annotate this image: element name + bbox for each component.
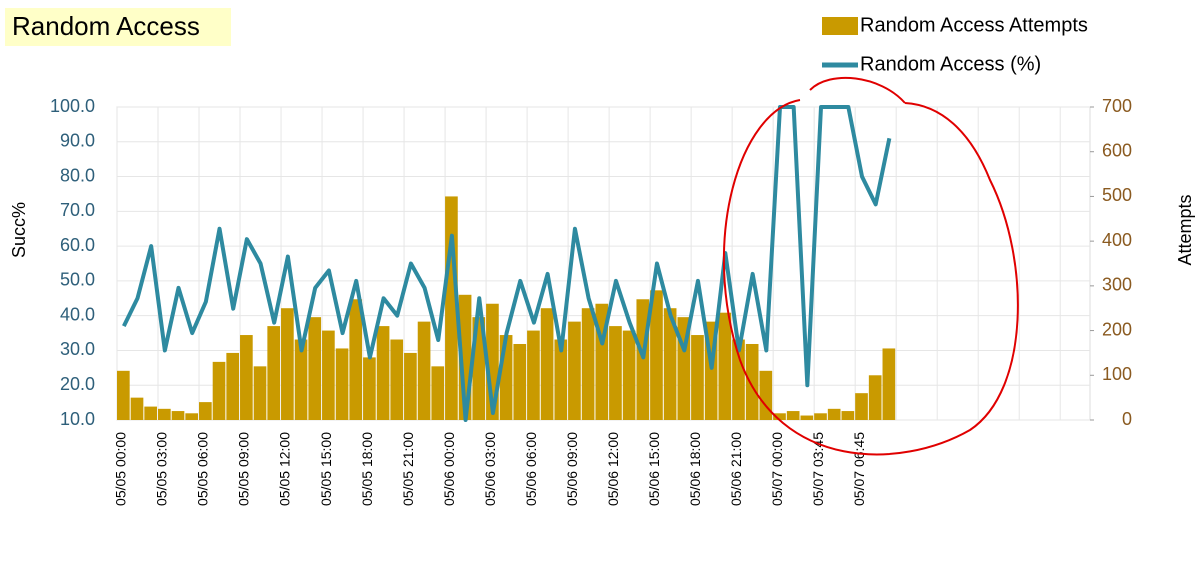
bar <box>814 413 827 420</box>
y-tick-label: 80.0 <box>60 165 95 185</box>
bar <box>663 308 677 420</box>
x-tick-label: 05/05 00:00 <box>113 432 129 506</box>
bar <box>609 326 622 420</box>
bar <box>171 411 185 420</box>
bar <box>253 366 267 420</box>
x-tick-label: 05/06 03:00 <box>482 432 498 506</box>
bar <box>267 326 281 420</box>
bar <box>786 411 800 420</box>
bar <box>732 339 745 420</box>
bar <box>841 411 855 420</box>
bar <box>513 343 527 420</box>
bar <box>431 366 445 420</box>
bar <box>773 413 786 420</box>
bar <box>199 402 212 420</box>
chart-title: Random Access <box>12 11 200 41</box>
bar <box>855 393 868 420</box>
x-tick-label: 05/06 00:00 <box>441 432 457 506</box>
x-tick-label: 05/06 18:00 <box>687 432 703 506</box>
x-tick-label: 05/05 12:00 <box>277 432 293 506</box>
bar <box>800 415 814 420</box>
bar <box>212 361 226 420</box>
x-tick-label: 05/06 09:00 <box>564 432 580 506</box>
y2-tick-label: 600 <box>1102 140 1132 160</box>
bar <box>226 352 240 420</box>
x-tick-label: 05/05 21:00 <box>400 432 416 506</box>
bar <box>390 339 404 420</box>
annotation-circle <box>722 77 1019 456</box>
legend-label: Random Access (%) <box>860 53 1041 75</box>
y2-axis-title: Attempts <box>1175 194 1195 265</box>
y-tick-label: 30.0 <box>60 339 95 359</box>
y2-tick-label: 200 <box>1102 319 1132 339</box>
x-tick-label: 05/05 15:00 <box>318 432 334 506</box>
bar <box>540 308 554 420</box>
bar <box>144 406 158 420</box>
bar <box>568 321 581 420</box>
y2-tick-label: 500 <box>1102 185 1132 205</box>
bar <box>117 370 130 420</box>
bar <box>240 335 253 420</box>
x-tick-label: 05/06 12:00 <box>605 432 621 506</box>
y2-tick-label: 400 <box>1102 230 1132 250</box>
bar <box>322 330 335 420</box>
bar <box>622 330 636 420</box>
bar <box>691 335 704 420</box>
title-bg <box>5 8 231 46</box>
bar <box>335 348 349 420</box>
bar <box>827 408 841 420</box>
bar <box>417 321 431 420</box>
y2-tick-label: 700 <box>1102 96 1132 116</box>
x-tick-label: 05/07 00:00 <box>769 432 785 506</box>
bar <box>868 375 882 420</box>
bar <box>404 352 417 420</box>
bar <box>363 357 376 420</box>
x-tick-label: 05/06 15:00 <box>646 432 662 506</box>
x-tick-label: 05/05 18:00 <box>359 432 375 506</box>
bar <box>745 343 759 420</box>
bar <box>130 397 144 420</box>
bar <box>376 326 390 420</box>
y-tick-label: 10.0 <box>60 409 95 429</box>
bar <box>158 408 171 420</box>
bar <box>281 308 294 420</box>
y2-tick-label: 0 <box>1122 409 1132 429</box>
bar <box>759 370 773 420</box>
bar <box>718 312 732 420</box>
bar <box>882 348 896 420</box>
bar <box>294 339 308 420</box>
x-tick-label: 05/05 09:00 <box>236 432 252 506</box>
bar <box>349 299 363 420</box>
x-tick-label: 05/06 06:00 <box>523 432 539 506</box>
y-tick-label: 50.0 <box>60 270 95 290</box>
y-tick-label: 40.0 <box>60 304 95 324</box>
x-tick-label: 05/05 03:00 <box>154 432 170 506</box>
line <box>122 105 892 422</box>
y-tick-label: 70.0 <box>60 200 95 220</box>
bar <box>527 330 540 420</box>
legend-label: Random Access Attempts <box>860 14 1088 36</box>
y-axis-title: Succ% <box>9 202 29 258</box>
bar <box>308 317 322 420</box>
x-tick-label: 05/06 21:00 <box>728 432 744 506</box>
x-tick-label: 05/07 06:45 <box>851 432 867 506</box>
legend-swatch <box>822 17 858 35</box>
bar <box>185 413 199 420</box>
y-tick-label: 20.0 <box>60 374 95 394</box>
y-tick-label: 100.0 <box>50 96 95 116</box>
bar <box>581 308 595 420</box>
y2-tick-label: 100 <box>1102 364 1132 384</box>
y-tick-label: 90.0 <box>60 131 95 151</box>
y-tick-label: 60.0 <box>60 235 95 255</box>
y2-tick-label: 300 <box>1102 275 1132 295</box>
x-tick-label: 05/05 06:00 <box>195 432 211 506</box>
bar <box>650 290 663 420</box>
bar <box>554 339 568 420</box>
x-tick-label: 05/07 03:45 <box>810 432 826 506</box>
